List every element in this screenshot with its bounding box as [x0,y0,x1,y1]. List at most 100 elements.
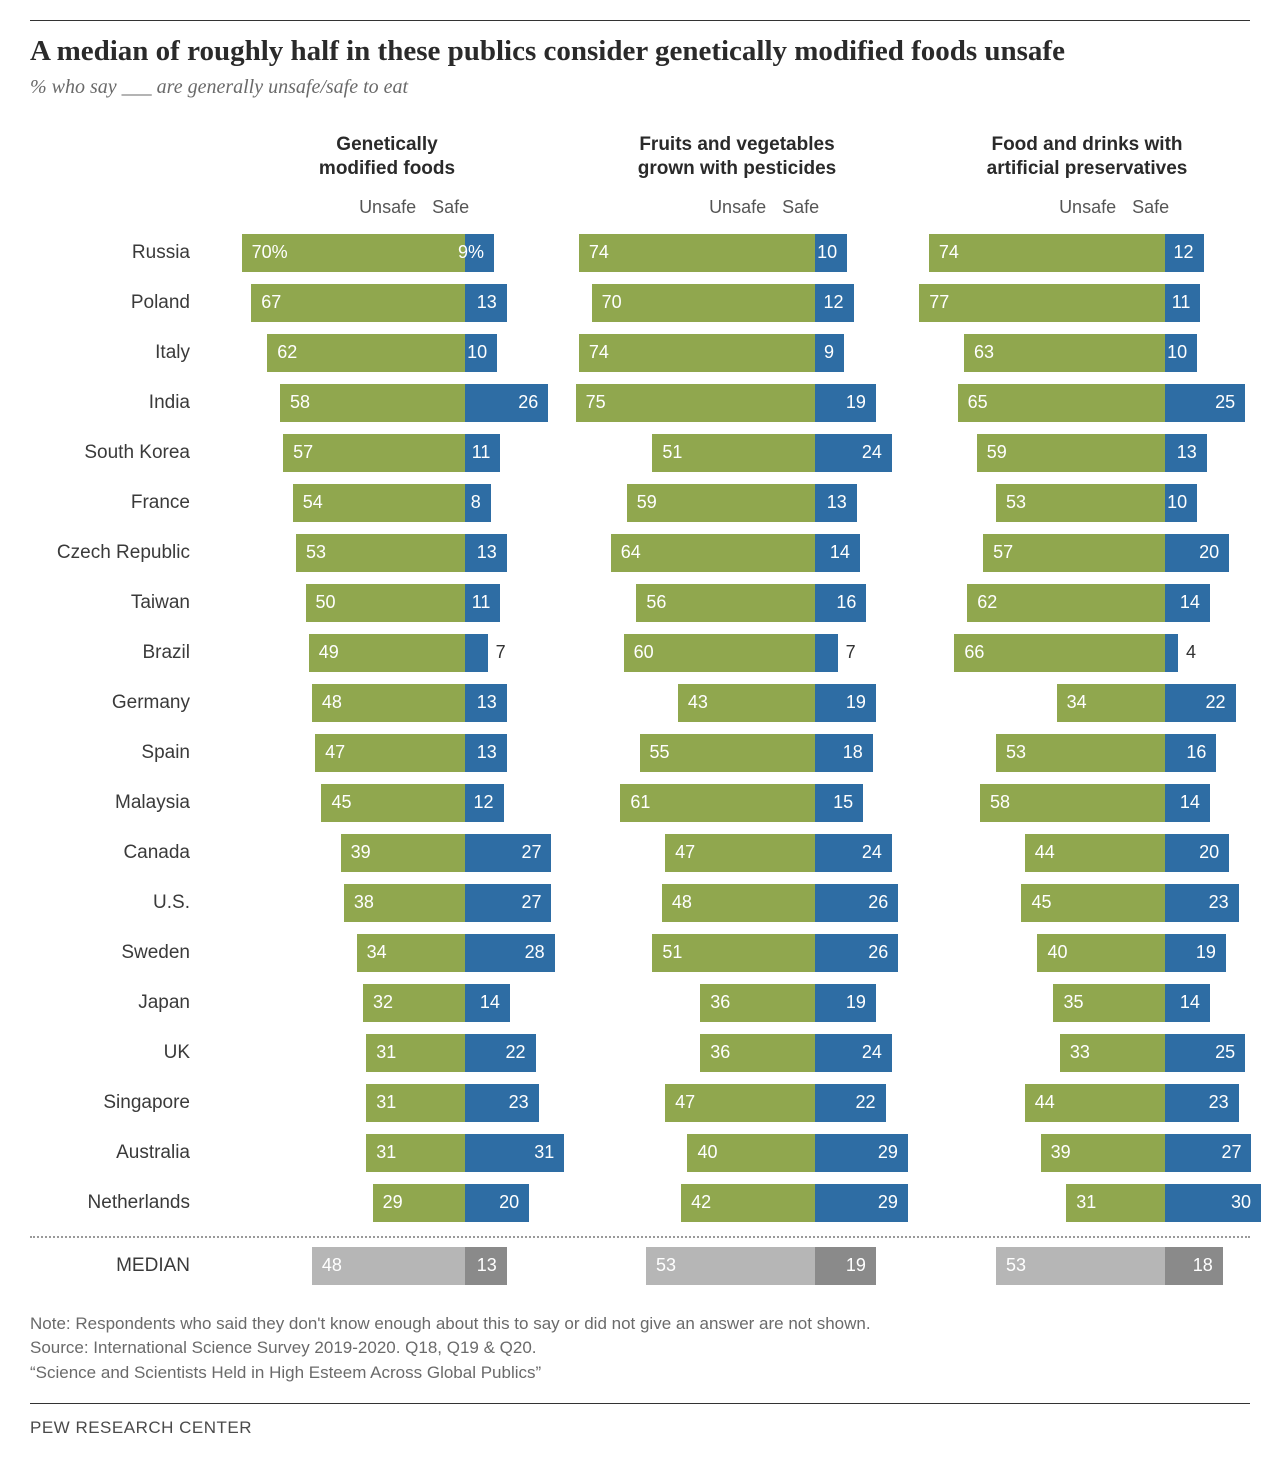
bar-segment-unsafe: 38 [344,884,465,922]
bar-label-safe-outside: 4 [1178,634,1208,672]
bar-wrapper: 4713 [224,734,550,772]
bar-segment-safe: 28 [465,934,554,972]
bar-wrapper: 5826 [224,384,550,422]
bar-cell: 4019 [924,928,1250,978]
bar-wrapper: 5318 [924,1247,1250,1285]
bar-cell: 3624 [574,1028,900,1078]
bar-wrapper: 3927 [924,1134,1250,1172]
bar-cell: 70%9% [224,228,550,278]
bar-segment-safe: 29 [815,1134,908,1172]
bar-cell: 5316 [924,728,1250,778]
bar-segment-unsafe: 43 [678,684,815,722]
bar-segment-safe: 19 [815,684,876,722]
bar-wrapper: 5319 [574,1247,900,1285]
country-label: Canada [30,828,200,878]
bar-cell: 6414 [574,528,900,578]
bar-cell: 7012 [574,278,900,328]
bar-segment-safe: 13 [465,734,507,772]
country-label: U.S. [30,878,200,928]
bar-cell: 6210 [224,328,550,378]
bar-cell: 3428 [224,928,550,978]
chart-notes: Note: Respondents who said they don't kn… [30,1312,1250,1386]
bar-segment-safe: 10 [1165,334,1197,372]
bar-segment-safe: 12 [815,284,853,322]
bar-segment-unsafe: 62 [967,584,1165,622]
bar-cell: 3131 [224,1128,550,1178]
bar-cell: 4826 [574,878,900,928]
bar-label-safe-outside: 7 [838,634,868,672]
bar-segment-unsafe: 70 [592,284,816,322]
bar-segment-safe: 13 [465,284,507,322]
bar-cell: 3422 [924,678,1250,728]
country-label: Brazil [30,628,200,678]
bar-wrapper: 3624 [574,1034,900,1072]
bar-wrapper: 607 [574,634,900,672]
bar-cell: 5826 [224,378,550,428]
bar-cell: 607 [574,628,900,678]
bar-segment-unsafe: 74 [929,234,1165,272]
bar-cell: 5011 [224,578,550,628]
bar-wrapper: 4813 [224,1247,550,1285]
bar-wrapper: 4724 [574,834,900,872]
bar-cell: 5814 [924,778,1250,828]
bar-wrapper: 6310 [924,334,1250,372]
bar-wrapper: 70%9% [224,234,550,272]
bar-segment-safe [1165,634,1178,672]
bar-segment-safe: 12 [465,784,503,822]
country-label: Czech Republic [30,528,200,578]
bar-segment-unsafe: 45 [321,784,465,822]
bar-segment-safe: 18 [1165,1247,1223,1285]
bar-cell: 5313 [224,528,550,578]
bar-segment-safe: 10 [1165,484,1197,522]
bar-wrapper: 6713 [224,284,550,322]
bar-wrapper: 3325 [924,1034,1250,1072]
bar-cell: 6525 [924,378,1250,428]
country-label: France [30,478,200,528]
bar-wrapper: 749 [574,334,900,372]
bar-wrapper: 3130 [924,1184,1250,1222]
bar-cell: 5318 [924,1238,1250,1294]
column-header: Fruits and vegetablesgrown with pesticid… [574,133,900,197]
bar-segment-unsafe: 74 [579,334,815,372]
bar-segment-safe: 27 [465,834,551,872]
bar-wrapper: 3514 [924,984,1250,1022]
bar-cell: 6713 [224,278,550,328]
bar-cell: 5913 [924,428,1250,478]
bar-segment-safe: 22 [465,1034,535,1072]
bar-wrapper: 4319 [574,684,900,722]
header-spacer [30,133,200,197]
country-label: Australia [30,1128,200,1178]
country-label: Poland [30,278,200,328]
country-label: Taiwan [30,578,200,628]
bar-segment-safe: 16 [815,584,866,622]
bar-segment-safe: 14 [1165,584,1210,622]
bar-cell: 548 [224,478,550,528]
note-line: Source: International Science Survey 201… [30,1336,1250,1361]
bar-wrapper: 4826 [574,884,900,922]
bar-segment-safe: 27 [465,884,551,922]
bar-wrapper: 6214 [924,584,1250,622]
bar-segment-safe: 26 [815,884,898,922]
bar-segment-unsafe: 56 [636,584,815,622]
bar-wrapper: 664 [924,634,1250,672]
bar-wrapper: 3131 [224,1134,550,1172]
bar-wrapper: 3428 [224,934,550,972]
bar-segment-unsafe: 53 [646,1247,815,1285]
bar-cell: 5124 [574,428,900,478]
bar-segment-safe: 30 [1165,1184,1261,1222]
bar-segment-safe: 13 [815,484,857,522]
bar-segment-safe: 26 [815,934,898,972]
bar-wrapper: 5518 [574,734,900,772]
bar-wrapper: 3422 [924,684,1250,722]
bar-wrapper: 7519 [574,384,900,422]
bar-segment-safe: 12 [1165,234,1203,272]
bar-cell: 5720 [924,528,1250,578]
bar-segment-safe: 18 [815,734,873,772]
bar-cell: 7412 [924,228,1250,278]
bar-wrapper: 7412 [924,234,1250,272]
bar-segment-unsafe: 40 [687,1134,815,1172]
bar-cell: 4813 [224,1238,550,1294]
bar-cell: 6310 [924,328,1250,378]
bar-cell: 3927 [224,828,550,878]
bar-segment-unsafe: 53 [996,734,1165,772]
